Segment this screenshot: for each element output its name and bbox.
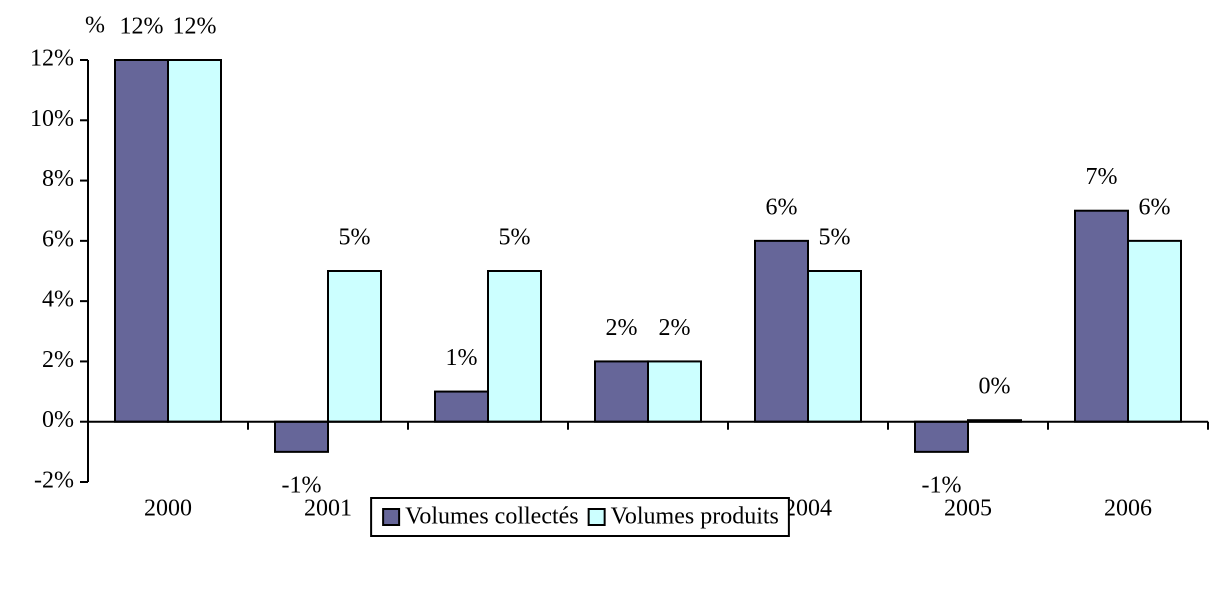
bar <box>274 420 329 453</box>
data-label: 2% <box>659 315 691 341</box>
legend-swatch <box>382 508 401 526</box>
y-tick-label: 8% <box>42 166 74 192</box>
bar <box>434 390 489 423</box>
bar <box>914 420 969 453</box>
legend-swatch <box>587 508 606 526</box>
data-label: 5% <box>499 225 531 251</box>
data-label: 2% <box>606 315 638 341</box>
bar <box>167 59 222 423</box>
x-tick-label: 2005 <box>944 496 992 522</box>
bar <box>594 360 649 423</box>
data-label: -1% <box>922 472 962 498</box>
data-label: 12% <box>173 14 217 40</box>
data-label: 12% <box>120 14 164 40</box>
data-label: 0% <box>979 374 1011 400</box>
bar <box>327 270 382 423</box>
x-tick-label: 2006 <box>1104 496 1152 522</box>
bar <box>114 59 169 423</box>
legend-label: Volumes produits <box>611 504 779 530</box>
legend-label: Volumes collectés <box>405 504 579 530</box>
x-tick-label: 2001 <box>304 496 352 522</box>
y-tick-label: 2% <box>42 347 74 373</box>
legend <box>370 497 790 537</box>
bar <box>1074 209 1129 423</box>
bar <box>754 239 809 423</box>
bar <box>487 270 542 423</box>
data-label: 1% <box>446 345 478 371</box>
bar <box>647 360 702 423</box>
annotation: % <box>85 13 105 39</box>
data-label: -1% <box>282 472 322 498</box>
bar <box>807 270 862 423</box>
y-tick-label: 4% <box>42 287 74 313</box>
x-tick-label: 2004 <box>784 496 832 522</box>
data-label: 7% <box>1086 164 1118 190</box>
y-tick-label: -2% <box>34 468 74 494</box>
data-label: 5% <box>819 225 851 251</box>
y-tick-label: 0% <box>42 407 74 433</box>
y-tick-label: 12% <box>30 46 74 72</box>
data-label: 5% <box>339 225 371 251</box>
data-label: 6% <box>766 194 798 220</box>
data-label: 6% <box>1139 194 1171 220</box>
bar <box>1127 239 1182 423</box>
y-tick-label: 6% <box>42 226 74 252</box>
y-tick-label: 10% <box>30 106 74 132</box>
x-tick-label: 2000 <box>144 496 192 522</box>
